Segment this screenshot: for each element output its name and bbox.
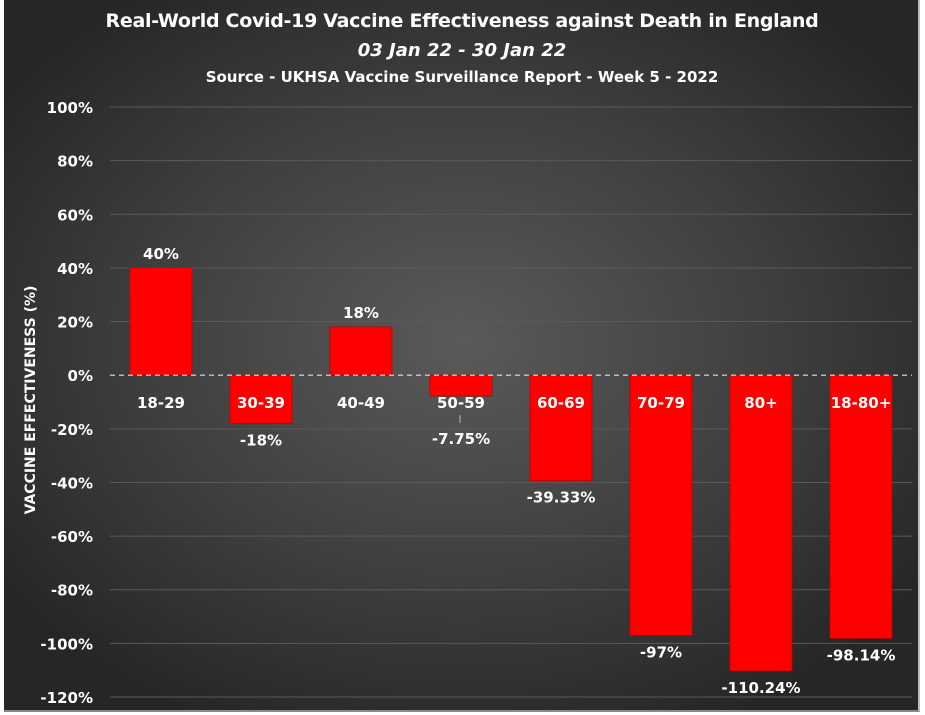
category-label: 50-59: [437, 394, 485, 412]
category-labels: 18-29 30-39 40-49 50-59 60-69 70-79 80+ 18-80+: [137, 394, 891, 412]
data-label: -97%: [640, 643, 682, 661]
data-label: -110.24%: [721, 679, 800, 697]
category-label: 60-69: [537, 394, 585, 412]
bar-40-49: [329, 326, 393, 376]
bar-70-79: [629, 374, 693, 636]
y-axis-label: VACCINE EFFECTIVENESS (%): [23, 286, 39, 515]
y-tick-label: 20%: [57, 314, 93, 332]
y-tick-label: -60%: [51, 528, 93, 546]
category-label: 18-80+: [831, 394, 892, 412]
bar-30-39: [229, 374, 293, 424]
y-tick-label: -20%: [51, 421, 93, 439]
y-tick-label: -80%: [51, 582, 93, 600]
data-label: -39.33%: [527, 489, 596, 507]
bars: [129, 267, 893, 672]
bar-60-69: [529, 374, 593, 482]
y-tick-label: 60%: [57, 206, 93, 224]
data-label: -98.14%: [827, 646, 896, 664]
chart-subtitle: 03 Jan 22 - 30 Jan 22: [357, 40, 567, 61]
y-tick-label: -100%: [40, 635, 93, 653]
chart-title: Real-World Covid-19 Vaccine Effectivenes…: [105, 10, 819, 32]
category-label: 18-29: [137, 394, 185, 412]
chart-source: Source - UKHSA Vaccine Surveillance Repo…: [205, 68, 719, 86]
data-label: 18%: [343, 304, 379, 322]
category-label: 40-49: [337, 394, 385, 412]
category-label: 70-79: [637, 394, 685, 412]
data-label: 40%: [143, 245, 179, 263]
bar-18-29: [129, 267, 193, 376]
bar-18-80+: [829, 374, 893, 639]
data-label: -18%: [240, 431, 282, 449]
category-label: 30-39: [237, 394, 285, 412]
data-label: -7.75%: [432, 430, 490, 448]
y-tick-label: 100%: [47, 99, 93, 117]
y-axis-ticks: 100% 80% 60% 40% 20% 0% -20% -40% -60% -80% -100% -…: [40, 99, 93, 707]
category-label: 80+: [744, 394, 777, 412]
y-tick-label: -120%: [40, 689, 93, 707]
y-tick-label: 80%: [57, 153, 93, 171]
data-labels: 40% -18% 18% -7.75% -39.33% -97% -110.24% -98.1…: [143, 245, 895, 697]
bar-80+: [729, 374, 793, 672]
bar-50-59: [429, 374, 493, 397]
y-tick-label: 0%: [68, 367, 93, 385]
y-tick-label: 40%: [57, 260, 93, 278]
y-tick-label: -40%: [51, 474, 93, 492]
